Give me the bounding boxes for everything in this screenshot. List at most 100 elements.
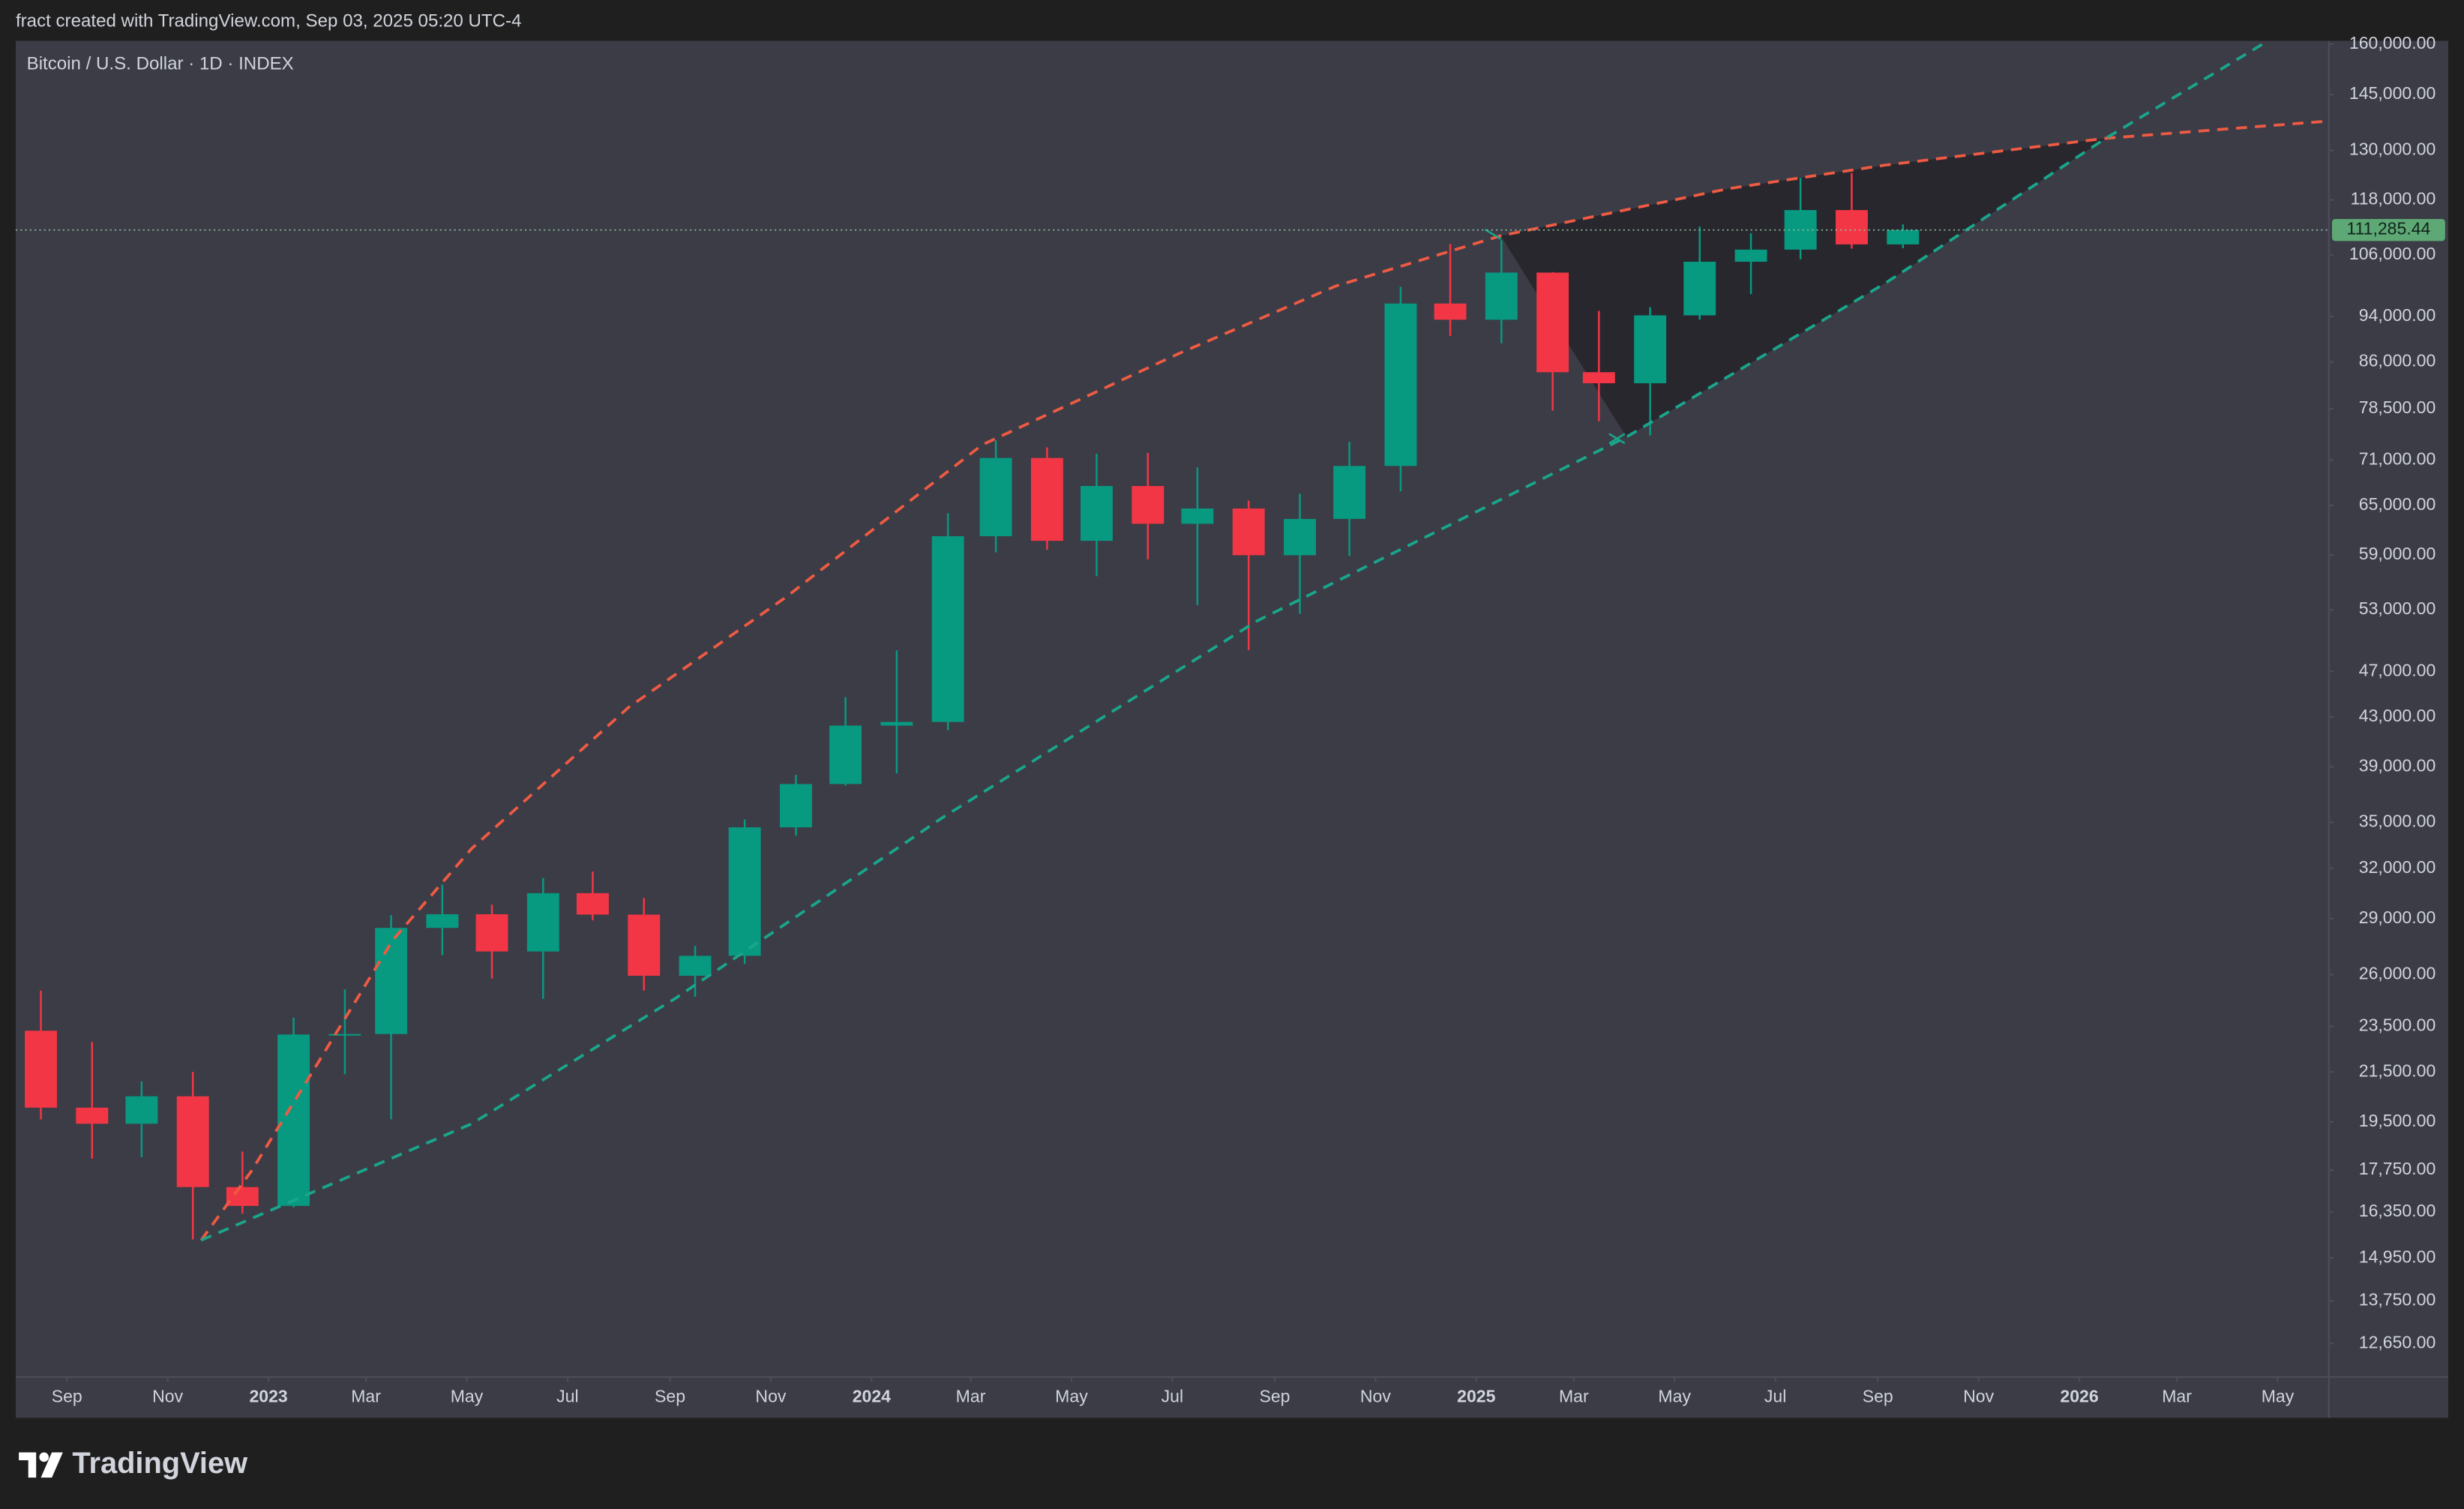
candle-body [1536, 272, 1569, 373]
candle-body [426, 914, 459, 928]
candle-body [1485, 272, 1518, 320]
x-tick-label: 2025 [1457, 1386, 1495, 1406]
y-tick-label: 86,000.00 [2359, 351, 2436, 370]
candle-body [1434, 303, 1467, 320]
y-tick-label: 47,000.00 [2359, 660, 2436, 680]
y-tick-label: 94,000.00 [2359, 305, 2436, 325]
x-tick-label: May [1055, 1386, 1088, 1406]
y-tick-label: 16,350.00 [2359, 1201, 2436, 1220]
y-tick-label: 59,000.00 [2359, 544, 2436, 563]
x-tick-label: Jul [556, 1386, 578, 1406]
drawings [199, 43, 2329, 1242]
x-tick-label: 2026 [2060, 1386, 2098, 1406]
x-tick-label: 2023 [249, 1386, 287, 1406]
candle-body [1582, 372, 1615, 384]
logo-shape [19, 1452, 37, 1478]
price-label: 111,285.44 [2346, 219, 2430, 238]
x-tick-label: Mar [1559, 1386, 1589, 1406]
resistance-curve [199, 119, 2329, 1241]
y-tick-label: 145,000.00 [2349, 83, 2436, 103]
y-tick-label: 78,500.00 [2359, 398, 2436, 417]
x-tick-label: Nov [755, 1386, 786, 1406]
candle-body [1030, 458, 1063, 542]
y-tick-label: 23,500.00 [2359, 1016, 2436, 1035]
candle-body [1734, 249, 1767, 262]
candle-body [1232, 508, 1265, 556]
y-tick-label: 160,000.00 [2349, 33, 2436, 52]
y-tick-label: 43,000.00 [2359, 706, 2436, 725]
y-tick-label: 17,750.00 [2359, 1159, 2436, 1178]
logo-slash [40, 1452, 63, 1478]
header: fract created with TradingView.com, Sep … [16, 11, 522, 32]
x-tick-label: May [2262, 1386, 2295, 1406]
y-tick-label: 53,000.00 [2359, 598, 2436, 618]
x-tick-label: Mar [2162, 1386, 2192, 1406]
x-tick-label: May [451, 1386, 484, 1406]
y-tick-label: 32,000.00 [2359, 857, 2436, 877]
chart-title: Bitcoin / U.S. Dollar · 1D · INDEX [27, 53, 294, 74]
x-tick-label: Mar [351, 1386, 381, 1406]
x-tick-label: Nov [1963, 1386, 1994, 1406]
x-tick-label: Sep [52, 1386, 82, 1406]
candle-body [226, 1186, 259, 1206]
y-tick-label: 118,000.00 [2351, 189, 2436, 208]
candle-body [526, 892, 559, 952]
y-tick-label: 19,500.00 [2359, 1111, 2436, 1130]
logo-dot [39, 1452, 49, 1462]
y-tick-label: 35,000.00 [2359, 812, 2436, 831]
y-tick-label: 130,000.00 [2349, 140, 2436, 159]
x-tick-label: Nov [1360, 1386, 1391, 1406]
candle-body [1683, 261, 1716, 316]
candle-body [880, 722, 913, 726]
candle-body [628, 914, 661, 976]
candle-body [829, 725, 862, 784]
y-tick-label: 71,000.00 [2359, 449, 2436, 469]
x-tick-label: 2024 [853, 1386, 891, 1406]
x-tick-label: Sep [655, 1386, 685, 1406]
candle-body [1181, 508, 1214, 524]
candles [25, 172, 1920, 1240]
candle-body [76, 1107, 109, 1124]
x-tick-label: May [1658, 1386, 1691, 1406]
price-label-box [2331, 218, 2445, 242]
candle-body [1081, 486, 1113, 542]
x-tick-label: Nov [152, 1386, 183, 1406]
candle-body [1835, 210, 1868, 244]
y-tick-label: 26,000.00 [2359, 964, 2436, 983]
candle-body [277, 1034, 310, 1206]
candle-body [375, 928, 408, 1034]
y-tick-label: 106,000.00 [2349, 244, 2436, 263]
support-curve [200, 43, 2264, 1242]
candle-body [125, 1096, 158, 1124]
candle-body [1284, 518, 1316, 556]
x-tick-label: Mar [956, 1386, 986, 1406]
candle-body [475, 914, 508, 952]
x-tick-label: Sep [1863, 1386, 1893, 1406]
candle-body [176, 1096, 209, 1187]
candle-body [1384, 303, 1417, 466]
x-tick-label: Jul [1764, 1386, 1786, 1406]
candle-body [1333, 466, 1366, 519]
y-tick-label: 29,000.00 [2359, 908, 2436, 927]
candle-body [1634, 315, 1667, 384]
panel [15, 40, 2449, 1418]
brand: TradingView [72, 1447, 248, 1480]
candle-body [576, 892, 609, 915]
candle-body [25, 1030, 57, 1108]
candle-body [1887, 230, 1920, 244]
candle-body [979, 458, 1012, 536]
y-tick-label: 21,500.00 [2359, 1060, 2436, 1080]
y-tick-label: 65,000.00 [2359, 494, 2436, 514]
anchor-marks [1484, 228, 1626, 445]
y-tick-label: 14,950.00 [2359, 1246, 2436, 1266]
candle-body [728, 827, 761, 956]
candle-body [931, 536, 964, 722]
y-tick-label: 39,000.00 [2359, 756, 2436, 776]
candle-body [679, 956, 712, 976]
y-tick-label: 12,650.00 [2359, 1332, 2436, 1352]
candle-body [779, 784, 812, 828]
x-tick-label: Jul [1162, 1386, 1183, 1406]
y-tick-label: 13,750.00 [2359, 1290, 2436, 1310]
